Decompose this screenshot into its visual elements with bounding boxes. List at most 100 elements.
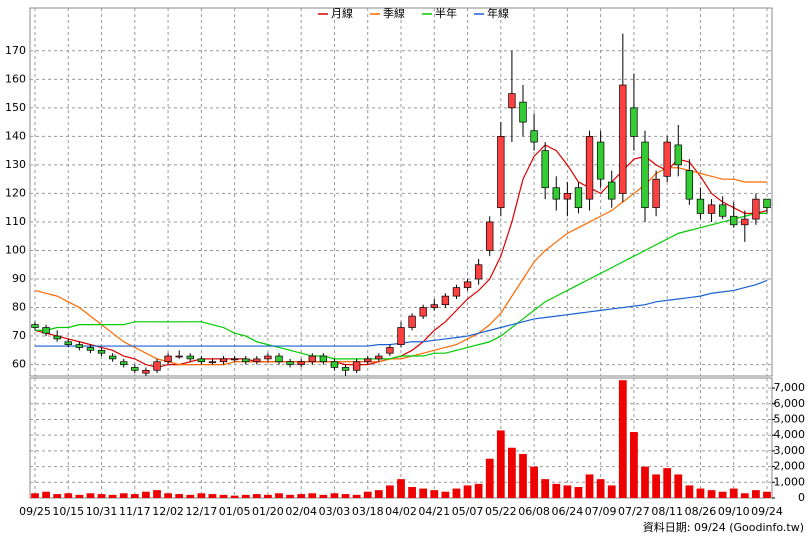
y2-tick-label: 7,000	[774, 381, 806, 394]
candle-body	[75, 344, 84, 348]
candle-body	[86, 347, 95, 351]
candle-body	[563, 193, 572, 200]
x-tick-label: 08/26	[685, 505, 717, 518]
legend-label: 月線	[331, 6, 353, 20]
candle-body	[175, 355, 183, 358]
volume-bar	[374, 490, 383, 498]
volume-bar	[485, 458, 494, 498]
volume-bar	[408, 487, 416, 498]
candle-body	[541, 150, 549, 189]
volume-bar	[42, 491, 50, 498]
candle-body	[497, 136, 505, 209]
candle-body	[574, 187, 583, 209]
candle-body	[308, 355, 316, 363]
candle-body	[219, 358, 228, 363]
candle-body	[64, 341, 72, 345]
volume-bar	[740, 493, 749, 498]
y2-tick-label: 6,000	[774, 397, 806, 410]
candle-body	[53, 335, 61, 340]
candle-body	[142, 369, 150, 374]
candle-body	[696, 198, 705, 214]
x-tick-label: 12/02	[152, 505, 184, 518]
candle-body	[419, 307, 427, 317]
candle-body	[330, 361, 339, 368]
volume-bar	[452, 488, 461, 498]
x-tick-label: 09/25	[19, 505, 51, 518]
y-tick-label: 170	[5, 44, 26, 57]
y-tick-label: 120	[5, 186, 26, 199]
y-tick-label: 80	[12, 301, 26, 314]
volume-bar	[341, 494, 350, 498]
volume-bar	[53, 494, 62, 498]
volume-bar	[607, 485, 616, 498]
candle-body	[31, 324, 39, 328]
volume-bar	[718, 491, 727, 498]
volume-bar	[685, 485, 694, 498]
volume-bar	[397, 479, 405, 498]
volume-bar	[752, 490, 760, 498]
candle-body	[641, 141, 649, 209]
y2-tick-label: 2,000	[774, 460, 806, 473]
volume-bar	[86, 493, 95, 498]
volume-bar	[496, 430, 505, 498]
x-tick-label: 12/17	[186, 505, 218, 518]
volume-bar	[75, 494, 84, 498]
candle-body	[463, 281, 472, 288]
volume-bar	[618, 380, 627, 498]
candle-body	[352, 361, 361, 371]
volume-bar	[541, 479, 550, 498]
volume-bar	[663, 468, 672, 498]
volume-bar	[108, 494, 117, 498]
candle-body	[752, 198, 760, 220]
candle-body	[364, 358, 372, 363]
volume-bar	[252, 494, 261, 498]
y2-tick-label: 1,000	[774, 475, 806, 488]
candle-body	[585, 136, 594, 200]
candle-body	[408, 315, 416, 328]
volume-bar	[64, 493, 73, 498]
y-tick-label: 100	[5, 243, 26, 256]
volume-bar	[330, 493, 339, 498]
y-tick-label: 70	[12, 329, 26, 342]
x-tick-label: 06/08	[518, 505, 550, 518]
volume-bar	[585, 474, 594, 498]
candle-body	[319, 355, 328, 363]
volume-bar	[175, 494, 184, 498]
candle-body	[452, 287, 461, 297]
candle-body	[253, 358, 261, 363]
volume-bar	[142, 491, 150, 498]
y2-tick-label: 5,000	[774, 412, 806, 425]
x-tick-label: 08/11	[651, 505, 683, 518]
candle-body	[530, 130, 538, 143]
y-tick-label: 150	[5, 101, 26, 114]
x-tick-label: 10/15	[52, 505, 84, 518]
candle-body	[707, 204, 716, 214]
volume-bar	[197, 493, 206, 498]
volume-bar	[641, 466, 649, 498]
candle-body	[674, 144, 682, 166]
y-tick-label: 160	[5, 72, 26, 85]
y2-tick-label: 3,000	[774, 444, 806, 457]
candle-body	[685, 170, 694, 200]
candle-body	[230, 358, 239, 361]
legend-label: 季線	[383, 6, 405, 20]
volume-bar	[574, 487, 583, 498]
x-tick-label: 01/05	[219, 505, 251, 518]
x-tick-label: 04/02	[385, 505, 417, 518]
volume-bar	[630, 432, 638, 498]
x-tick-label: 06/24	[552, 505, 584, 518]
volume-bar	[652, 474, 660, 498]
candle-body	[474, 264, 483, 280]
candle-body	[430, 304, 438, 308]
volume-bar	[219, 494, 228, 498]
x-tick-label: 11/17	[119, 505, 151, 518]
volume-bar	[241, 494, 250, 498]
volume-bar	[463, 485, 472, 498]
volume-bar	[441, 491, 450, 498]
candle-body	[718, 204, 727, 217]
x-tick-label: 07/09	[585, 505, 617, 518]
volume-bar	[208, 494, 217, 498]
candle-body	[42, 327, 50, 334]
volume-bar	[130, 494, 139, 498]
x-tick-label: 03/03	[319, 505, 351, 518]
